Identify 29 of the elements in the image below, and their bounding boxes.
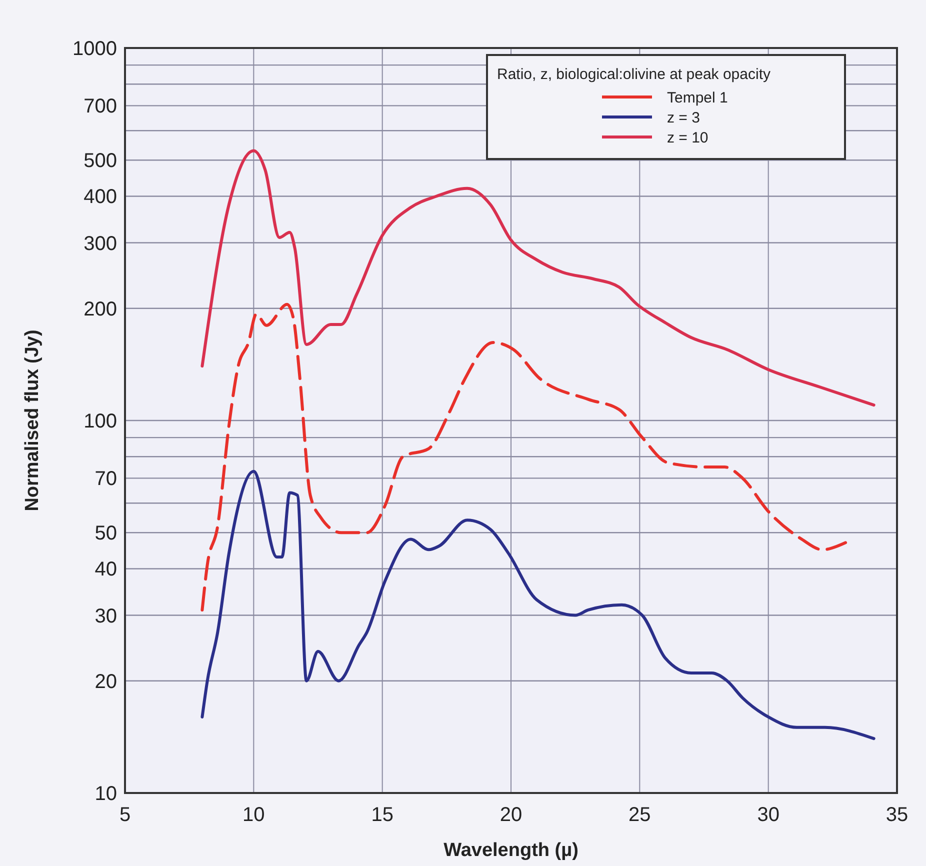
y-tick-label: 70	[94, 468, 117, 490]
y-tick-label: 300	[84, 232, 117, 255]
x-tick-label: 25	[628, 804, 651, 826]
x-tick-label: 5	[119, 804, 131, 826]
line-series	[200, 302, 848, 612]
line-series	[200, 470, 876, 740]
y-tick-label: 1000	[72, 38, 117, 60]
y-tick-label: 10	[94, 783, 117, 805]
y-tick-label: 200	[84, 298, 117, 320]
legend-label: z = 10	[667, 129, 708, 146]
x-axis-title: Wavelength (µ)	[444, 840, 578, 861]
y-tick-label: 30	[94, 605, 117, 628]
x-tick-label: 15	[371, 804, 394, 826]
y-tick-label: 100	[84, 410, 117, 432]
y-tick-label: 400	[84, 186, 117, 208]
y-tick-label: 500	[84, 150, 117, 172]
x-tick-label: 10	[242, 804, 265, 826]
y-tick-label: 700	[84, 96, 117, 118]
y-tick-label: 50	[94, 522, 117, 545]
line-series	[200, 149, 876, 407]
x-tick-label: 35	[886, 804, 908, 826]
x-tick-label: 30	[757, 804, 780, 826]
x-tick-label: 20	[500, 804, 522, 826]
y-tick-label: 20	[94, 670, 117, 693]
legend-label: z = 3	[667, 109, 700, 126]
legend-label: Tempel 1	[667, 89, 728, 106]
y-tick-label: 40	[94, 558, 117, 581]
y-axis-title: Normalised flux (Jy)	[22, 330, 43, 512]
legend-title: Ratio, z, biological:olivine at peak opacity	[497, 66, 771, 83]
